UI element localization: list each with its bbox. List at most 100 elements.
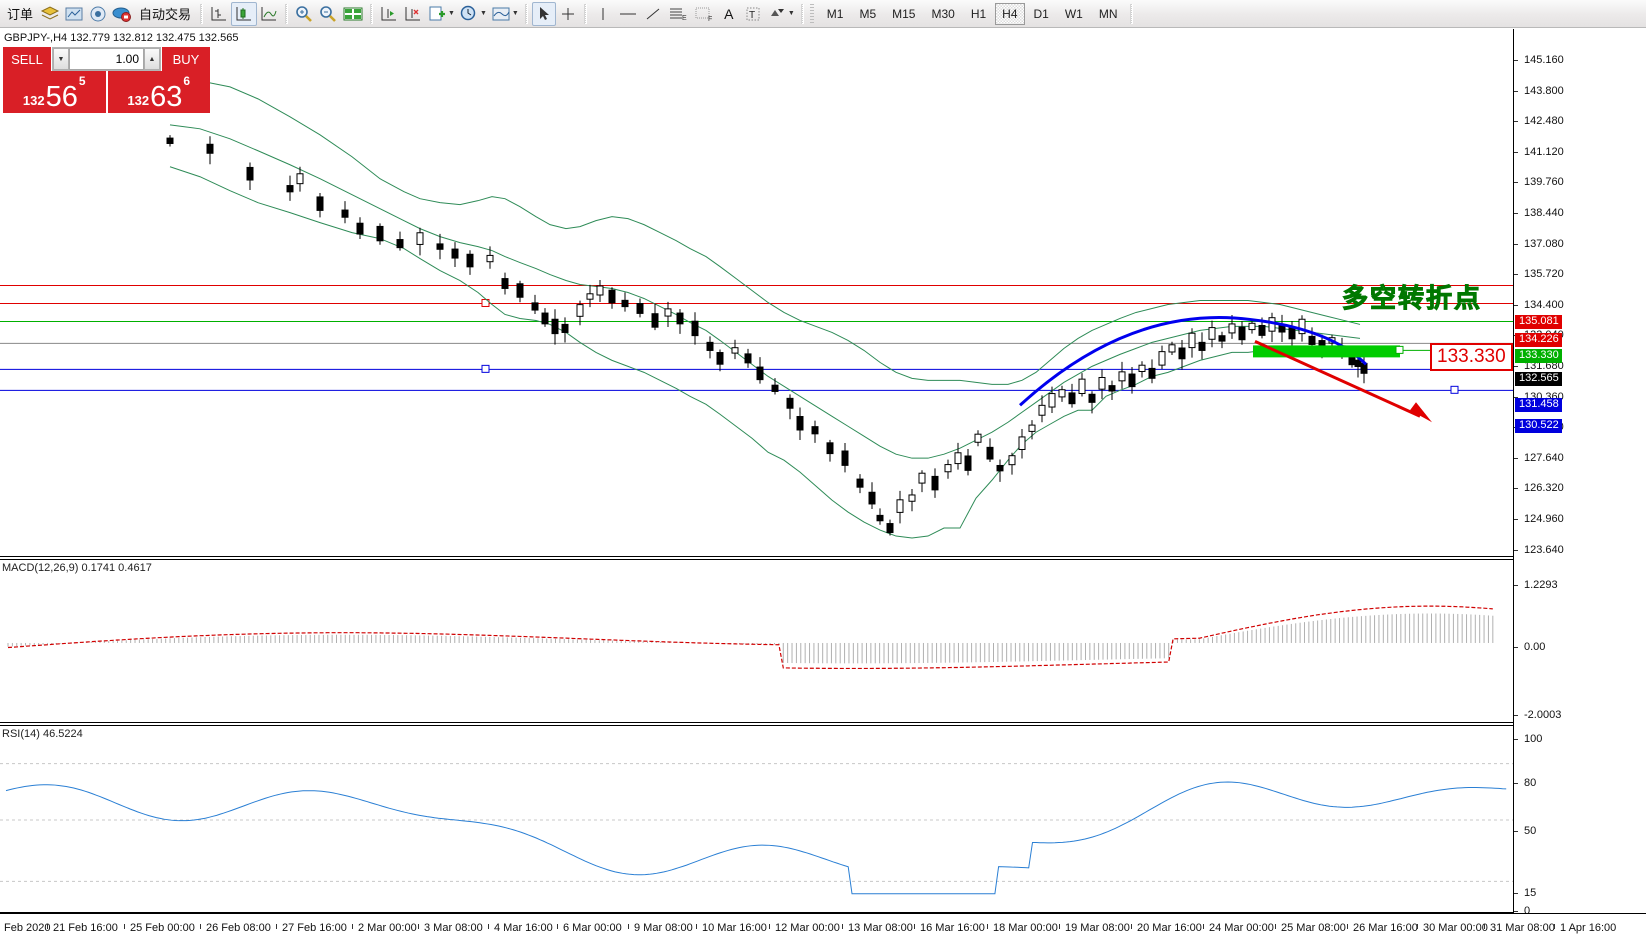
- candle-body: [501, 278, 509, 289]
- price-badge-green[interactable]: 133.330: [1515, 349, 1562, 363]
- time-tick: 25 Feb 00:00: [124, 922, 195, 934]
- chart-shift-icon[interactable]: [377, 2, 401, 26]
- auto-scroll-icon[interactable]: [401, 2, 425, 26]
- price-tick: 134.400: [1514, 299, 1564, 311]
- price-tick: 143.800: [1514, 85, 1564, 97]
- timeframe-m30[interactable]: M30: [931, 6, 955, 21]
- toolbar-separator: [800, 3, 804, 24]
- candle-body: [954, 452, 962, 465]
- candle-body: [576, 304, 584, 317]
- new-order-icon[interactable]: [38, 2, 62, 26]
- rsi-tick-50: 50: [1514, 826, 1536, 837]
- candle-body: [1018, 436, 1026, 451]
- text-icon[interactable]: A: [724, 5, 734, 22]
- timeframe-m15[interactable]: M15: [892, 6, 916, 21]
- time-tick: Feb 2020: [4, 922, 51, 934]
- price-axis[interactable]: 145.160 143.800 142.480 141.120 139.760 138.4…: [1513, 29, 1646, 917]
- autotrading-icon[interactable]: [110, 2, 134, 26]
- trendline-icon[interactable]: [641, 2, 665, 26]
- candle-body: [1198, 341, 1206, 351]
- buy-button[interactable]: BUY: [162, 47, 210, 71]
- rsi-pane[interactable]: RSI(14) 46.5224: [0, 725, 1513, 913]
- chevron-down-icon[interactable]: ▼: [787, 10, 795, 17]
- candle-body: [756, 366, 764, 381]
- candle-body: [918, 472, 926, 484]
- horizontal-line-icon[interactable]: [615, 2, 641, 26]
- price-badge-red[interactable]: 135.081: [1515, 315, 1562, 329]
- zoom-out-icon[interactable]: [316, 2, 340, 26]
- sell-price-whole: 132: [22, 93, 45, 108]
- chevron-down-icon[interactable]: ▼: [511, 10, 519, 17]
- timeframe-h1[interactable]: H1: [970, 6, 987, 21]
- timeframe-group: M1 M5 M15 M30 H1 H4 D1 W1 MN: [819, 2, 1137, 25]
- price-tick: 145.160: [1514, 55, 1564, 66]
- timeframe-m1[interactable]: M1: [826, 6, 844, 21]
- candle-body: [1298, 318, 1306, 335]
- toolbar-grip[interactable]: [809, 3, 814, 24]
- candle-body: [531, 302, 539, 311]
- chevron-down-icon[interactable]: ▼: [448, 10, 455, 17]
- macd-pane[interactable]: MACD(12,26,9) 0.1741 0.4617: [0, 559, 1513, 723]
- chevron-down-icon[interactable]: ▼: [479, 10, 487, 17]
- timeframe-m5[interactable]: M5: [859, 6, 877, 21]
- candle-body: [551, 318, 559, 335]
- fibo-f-icon[interactable]: F: [691, 2, 717, 26]
- timeframe-w1[interactable]: W1: [1064, 6, 1083, 21]
- buy-price-display[interactable]: 132 63 6: [107, 71, 210, 113]
- time-tick: 24 Mar 00:00: [1203, 922, 1274, 934]
- rsi-tick-0: 0: [1514, 906, 1530, 917]
- chart-window-icon[interactable]: [340, 2, 366, 26]
- autotrading-button[interactable]: 自动交易: [139, 7, 192, 22]
- price-badge-blue[interactable]: 131.458: [1515, 398, 1562, 412]
- price-badge-red[interactable]: 134.226: [1515, 333, 1562, 347]
- time-tick: 26 Feb 08:00: [200, 922, 271, 934]
- objects-icon[interactable]: ▼: [765, 2, 797, 26]
- bar-chart-icon[interactable]: [207, 2, 231, 26]
- candle-body: [1068, 392, 1076, 405]
- volume-up-icon[interactable]: ▲: [144, 48, 160, 70]
- sell-button[interactable]: SELL: [3, 47, 51, 71]
- timeframe-h4[interactable]: H4: [995, 2, 1025, 25]
- sell-price-display[interactable]: 132 56 5: [3, 71, 106, 113]
- data-window-icon[interactable]: [62, 2, 86, 26]
- svg-text:F: F: [708, 16, 712, 23]
- volume-stepper[interactable]: ▼ 1.00 ▲: [52, 47, 161, 71]
- chart-area[interactable]: GBPJPY-,H4 132.779 132.812 132.475 132.5…: [0, 29, 1646, 950]
- indicators-icon[interactable]: ▼: [425, 2, 457, 26]
- timeframe-d1[interactable]: D1: [1033, 6, 1049, 21]
- period-icon[interactable]: ▼: [457, 2, 489, 26]
- price-badge-blue[interactable]: 130.522: [1515, 419, 1562, 433]
- cursor-icon[interactable]: [531, 1, 556, 26]
- candle-body: [1238, 326, 1246, 341]
- rsi-tick-80: 80: [1514, 778, 1536, 789]
- candle-body: [166, 137, 174, 144]
- fibo-e-icon[interactable]: E: [665, 2, 691, 26]
- price-badge-black[interactable]: 132.565: [1515, 372, 1562, 386]
- volume-down-icon[interactable]: ▼: [53, 48, 69, 70]
- time-tick: 31 Mar 08:00: [1484, 922, 1555, 934]
- volume-input[interactable]: 1.00: [69, 48, 144, 70]
- one-click-trading-panel[interactable]: SELL ▼ 1.00 ▲ BUY 132 56 5 132: [3, 47, 210, 113]
- candle-body: [621, 299, 629, 308]
- candle-body: [1158, 351, 1166, 366]
- time-axis[interactable]: Feb 2020 21 Feb 16:00 25 Feb 00:00 26 Feb 0…: [0, 913, 1646, 950]
- text-label-icon[interactable]: T: [741, 2, 765, 26]
- toolbar-separator: [583, 3, 587, 24]
- rsi-chart-svg: [0, 763, 1513, 895]
- candle-body: [1354, 359, 1362, 368]
- red-arrow-shaft: [1254, 340, 1421, 418]
- navigator-icon[interactable]: [86, 2, 110, 26]
- timeframe-mn[interactable]: MN: [1098, 6, 1118, 21]
- crosshair-icon[interactable]: [556, 2, 580, 26]
- templates-icon[interactable]: ▼: [489, 2, 521, 26]
- order-button[interactable]: 订单: [7, 7, 34, 22]
- candle-body: [1208, 327, 1216, 340]
- price-tick: 135.720: [1514, 269, 1564, 280]
- candlestick-chart-icon[interactable]: [231, 1, 258, 26]
- vertical-line-icon[interactable]: [591, 2, 615, 26]
- price-pane[interactable]: [0, 29, 1513, 557]
- zoom-in-icon[interactable]: [292, 2, 316, 26]
- candle-body: [1048, 393, 1056, 408]
- line-chart-icon[interactable]: [257, 2, 281, 26]
